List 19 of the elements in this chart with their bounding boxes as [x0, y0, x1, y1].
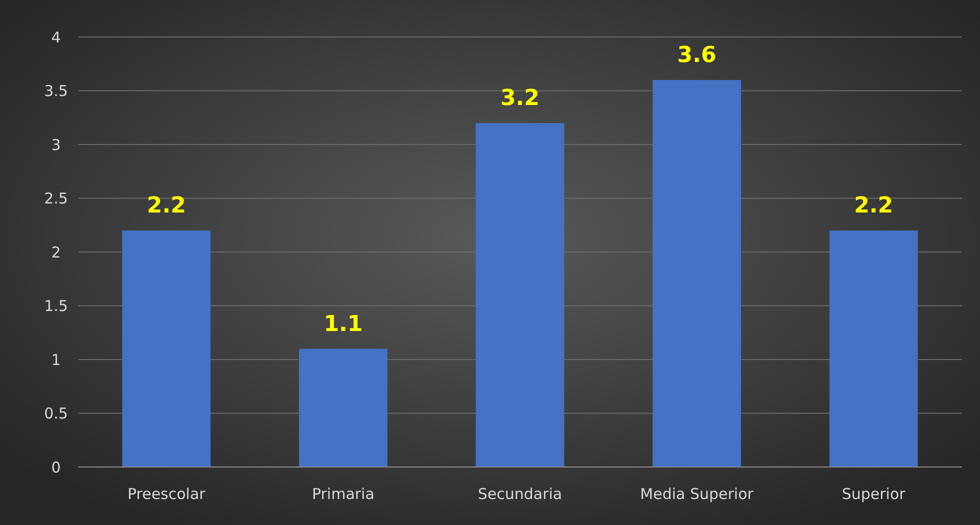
- data-label: 3.2: [500, 86, 540, 111]
- y-tick-label: 2: [51, 243, 61, 262]
- x-tick-label: Primaria: [312, 485, 374, 503]
- x-tick-label: Preescolar: [127, 485, 206, 503]
- x-tick-label: Media Superior: [640, 485, 754, 503]
- data-label: 3.6: [677, 43, 716, 68]
- data-label: 2.2: [146, 194, 186, 218]
- y-tick-label: 0.5: [44, 404, 68, 422]
- y-tick-label: 1.5: [44, 297, 68, 315]
- y-tick-label: 2.5: [44, 190, 68, 208]
- y-tick-label: 1: [51, 350, 61, 369]
- y-tick-label: 4: [51, 28, 61, 46]
- data-label: 1.1: [324, 312, 363, 337]
- x-tick-label: Secundaria: [478, 485, 562, 503]
- y-tick-label: 3: [51, 136, 61, 154]
- y-tick-label: 0: [51, 458, 61, 476]
- y-tick-label: 3.5: [44, 82, 68, 100]
- x-tick-label: Superior: [842, 485, 906, 503]
- data-label: 2.2: [854, 194, 894, 218]
